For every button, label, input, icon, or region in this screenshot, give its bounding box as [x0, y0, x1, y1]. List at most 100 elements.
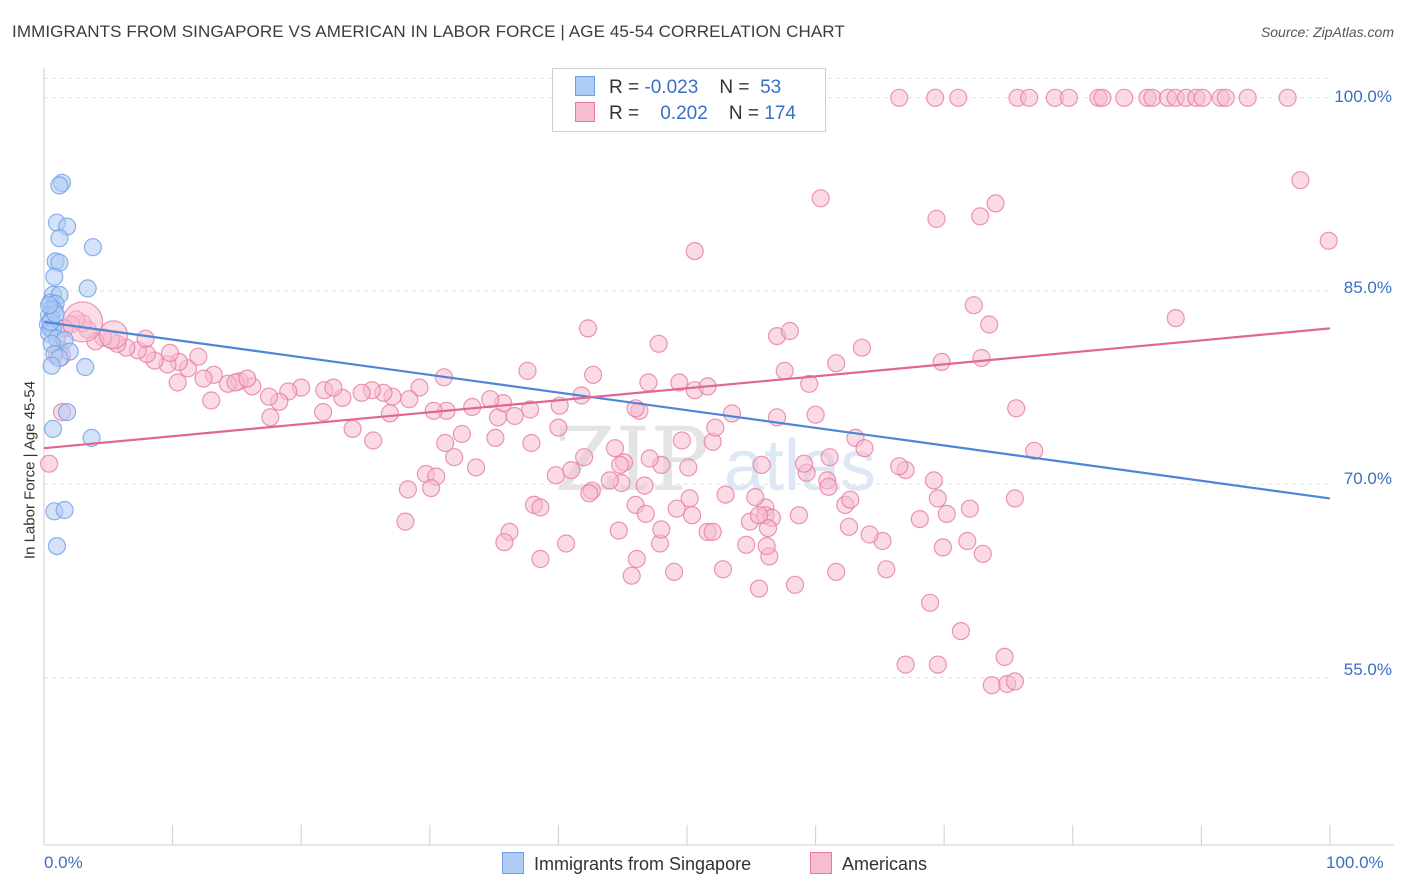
- americans-point: [578, 319, 598, 338]
- americans-point: [352, 383, 371, 402]
- americans-point: [549, 418, 568, 437]
- americans-point: [951, 621, 971, 641]
- americans-point: [1319, 231, 1338, 250]
- americans-point: [168, 373, 187, 392]
- americans-point: [400, 390, 419, 409]
- americans-point: [749, 579, 769, 598]
- americans-point: [819, 477, 838, 496]
- legend-r-value: -0.023: [644, 77, 699, 98]
- americans-point: [1238, 88, 1257, 107]
- americans-point: [136, 329, 155, 348]
- americans-point: [194, 369, 213, 388]
- legend-n-value: 174: [764, 103, 796, 124]
- singapore-point: [47, 536, 67, 556]
- americans-point: [839, 517, 859, 536]
- bottom-legend-label: Americans: [842, 854, 928, 874]
- americans-point: [396, 512, 415, 531]
- legend-swatch-pink: [575, 102, 595, 122]
- singapore-point: [83, 238, 103, 257]
- americans-point: [1216, 88, 1235, 107]
- americans-point: [324, 378, 343, 397]
- americans-point: [713, 560, 733, 579]
- americans-point: [562, 461, 581, 480]
- americans-point: [98, 320, 129, 350]
- americans-point: [860, 525, 879, 544]
- americans-point: [800, 374, 819, 393]
- americans-point: [1115, 88, 1134, 107]
- singapore-point: [78, 279, 97, 298]
- americans-point: [39, 454, 59, 473]
- americans-point: [1278, 88, 1297, 107]
- americans-point: [949, 88, 968, 107]
- americans-point: [937, 504, 956, 524]
- americans-point: [639, 373, 658, 392]
- americans-point: [1005, 672, 1025, 691]
- americans-point: [314, 403, 333, 422]
- americans-point: [706, 418, 725, 437]
- americans-point: [610, 455, 630, 474]
- americans-point: [722, 404, 742, 423]
- americans-point: [806, 405, 825, 424]
- americans-point: [1166, 309, 1185, 328]
- americans-point: [636, 504, 655, 524]
- americans-point: [877, 560, 896, 579]
- americans-point: [1019, 88, 1039, 107]
- americans-point: [685, 242, 704, 261]
- americans-point: [622, 566, 641, 585]
- americans-point: [785, 575, 805, 594]
- singapore-point: [39, 296, 59, 315]
- americans-point: [1059, 88, 1079, 107]
- americans-point: [609, 521, 628, 540]
- americans-point: [410, 378, 429, 397]
- singapore-point: [50, 176, 69, 195]
- americans-point: [518, 361, 537, 380]
- americans-point: [716, 485, 735, 504]
- americans-point: [896, 655, 915, 674]
- americans-point: [926, 88, 945, 107]
- americans-point: [1007, 399, 1026, 418]
- source-label: Source: ZipAtlas.com: [1260, 24, 1394, 40]
- americans-point: [972, 348, 991, 368]
- americans-point: [973, 544, 992, 563]
- americans-point: [531, 498, 550, 517]
- americans-point: [202, 391, 221, 410]
- americans-point: [920, 593, 940, 612]
- americans-point: [600, 471, 619, 490]
- trend-lines: [43, 320, 1331, 500]
- americans-point: [737, 535, 756, 554]
- legend-n-label: N =: [728, 103, 760, 124]
- legend-r-label: R =: [609, 103, 640, 124]
- americans-point: [757, 536, 776, 556]
- americans-point: [1005, 489, 1025, 508]
- americans-point: [672, 431, 692, 450]
- americans-point: [811, 189, 830, 208]
- legend-n-value: 53: [760, 77, 782, 98]
- x-tick-label-max: 100.0%: [1326, 853, 1384, 872]
- americans-point: [1143, 88, 1162, 107]
- americans-point: [986, 194, 1005, 213]
- americans-point: [749, 506, 769, 525]
- americans-point: [343, 419, 362, 438]
- americans-point: [522, 433, 541, 453]
- americans-point: [932, 352, 951, 371]
- americans-point: [703, 522, 722, 542]
- americans-point: [667, 499, 686, 518]
- americans-point: [398, 480, 417, 499]
- americans-point: [486, 428, 505, 447]
- americans-point: [635, 476, 654, 495]
- bottom-legend-americans: Americans: [810, 852, 927, 875]
- americans-point: [238, 369, 257, 388]
- legend-swatch-blue: [575, 76, 595, 96]
- americans-point: [259, 387, 279, 406]
- y-tick-label-85: 85.0%: [1343, 278, 1392, 297]
- americans-point: [495, 533, 514, 552]
- legend-row-americans: R = 0.202 N = 174: [575, 102, 796, 126]
- americans-point: [452, 424, 471, 444]
- americans-point: [827, 354, 846, 373]
- americans-point: [971, 207, 990, 226]
- americans-point: [467, 458, 486, 477]
- americans-point: [679, 458, 698, 477]
- americans-point: [890, 457, 909, 476]
- americans-point: [1093, 88, 1112, 107]
